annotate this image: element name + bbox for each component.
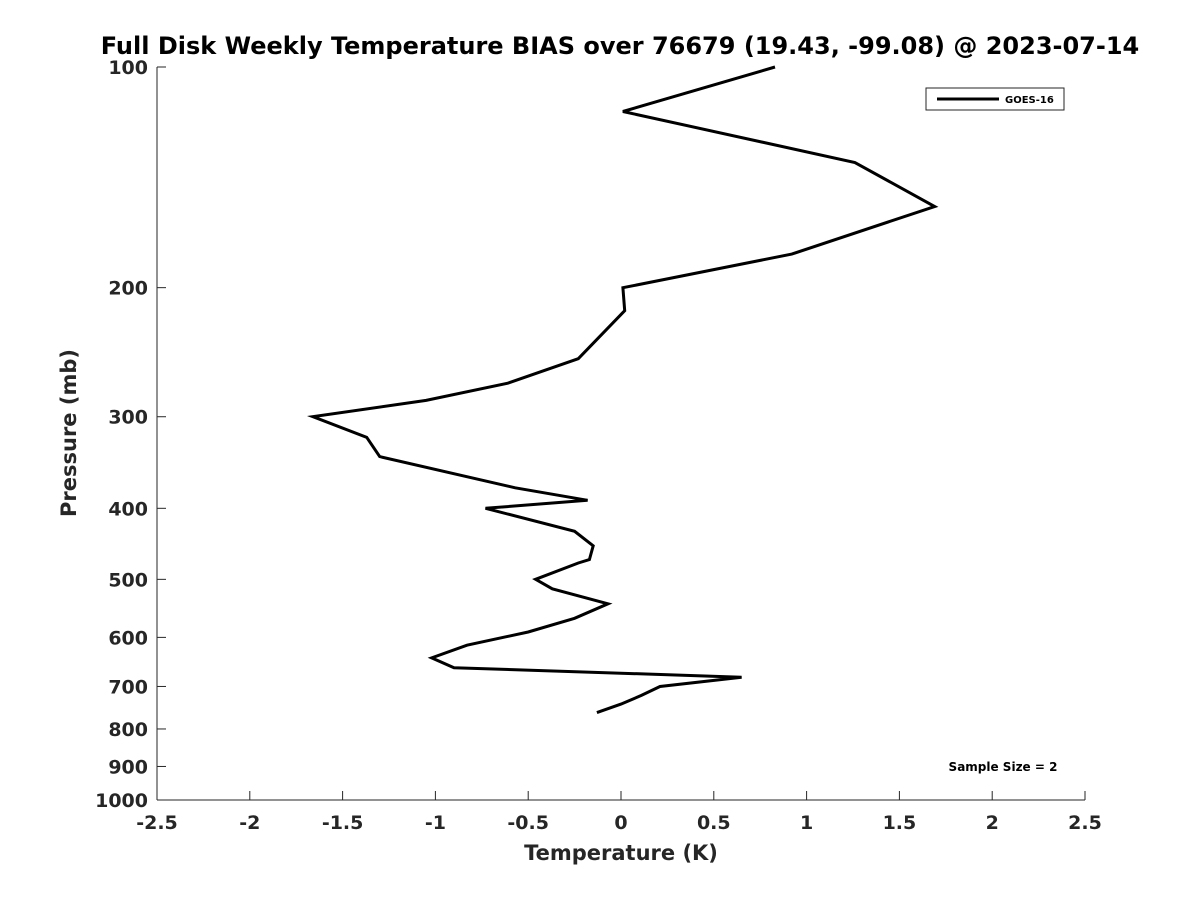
x-tick-label: 1.5 [883,812,917,834]
y-tick-label: 500 [108,569,148,591]
y-tick-label: 900 [108,756,148,778]
y-tick-label: 700 [108,676,148,698]
legend: GOES-16 [925,87,1065,111]
x-tick-label: -1.5 [322,812,364,834]
x-tick-label: 0.5 [697,812,731,834]
series-line-goes-16 [306,65,939,715]
chart-title: Full Disk Weekly Temperature BIAS over 7… [101,32,1140,60]
sample-size-annotation: Sample Size = 2 [949,760,1058,774]
y-tick-label: 800 [108,719,148,741]
x-tick-label: 0 [614,812,627,834]
legend-label: GOES-16 [1005,95,1054,106]
x-ticks: -2.5 -2 -1.5 -1 -0.5 0 0.5 1 1.5 2 2.5 [136,791,1102,834]
x-tick-label: 2.5 [1068,812,1102,834]
x-tick-label: -2.5 [136,812,178,834]
x-tick-label: 2 [986,812,999,834]
y-tick-label: 100 [108,57,148,79]
y-tick-label: 200 [108,278,148,300]
x-tick-label: -0.5 [507,812,549,834]
y-tick-label: 300 [108,407,148,429]
y-axis-label: Pressure (mb) [57,349,81,517]
x-axis-label: Temperature (K) [524,841,718,865]
x-tick-label: 1 [800,812,813,834]
y-tick-label: 400 [108,498,148,520]
y-tick-label: 600 [108,627,148,649]
y-tick-label: 1000 [95,790,148,812]
y-ticks: 100 200 300 400 500 600 700 800 900 1000 [95,57,166,812]
x-tick-label: -2 [239,812,260,834]
x-tick-label: -1 [425,812,446,834]
